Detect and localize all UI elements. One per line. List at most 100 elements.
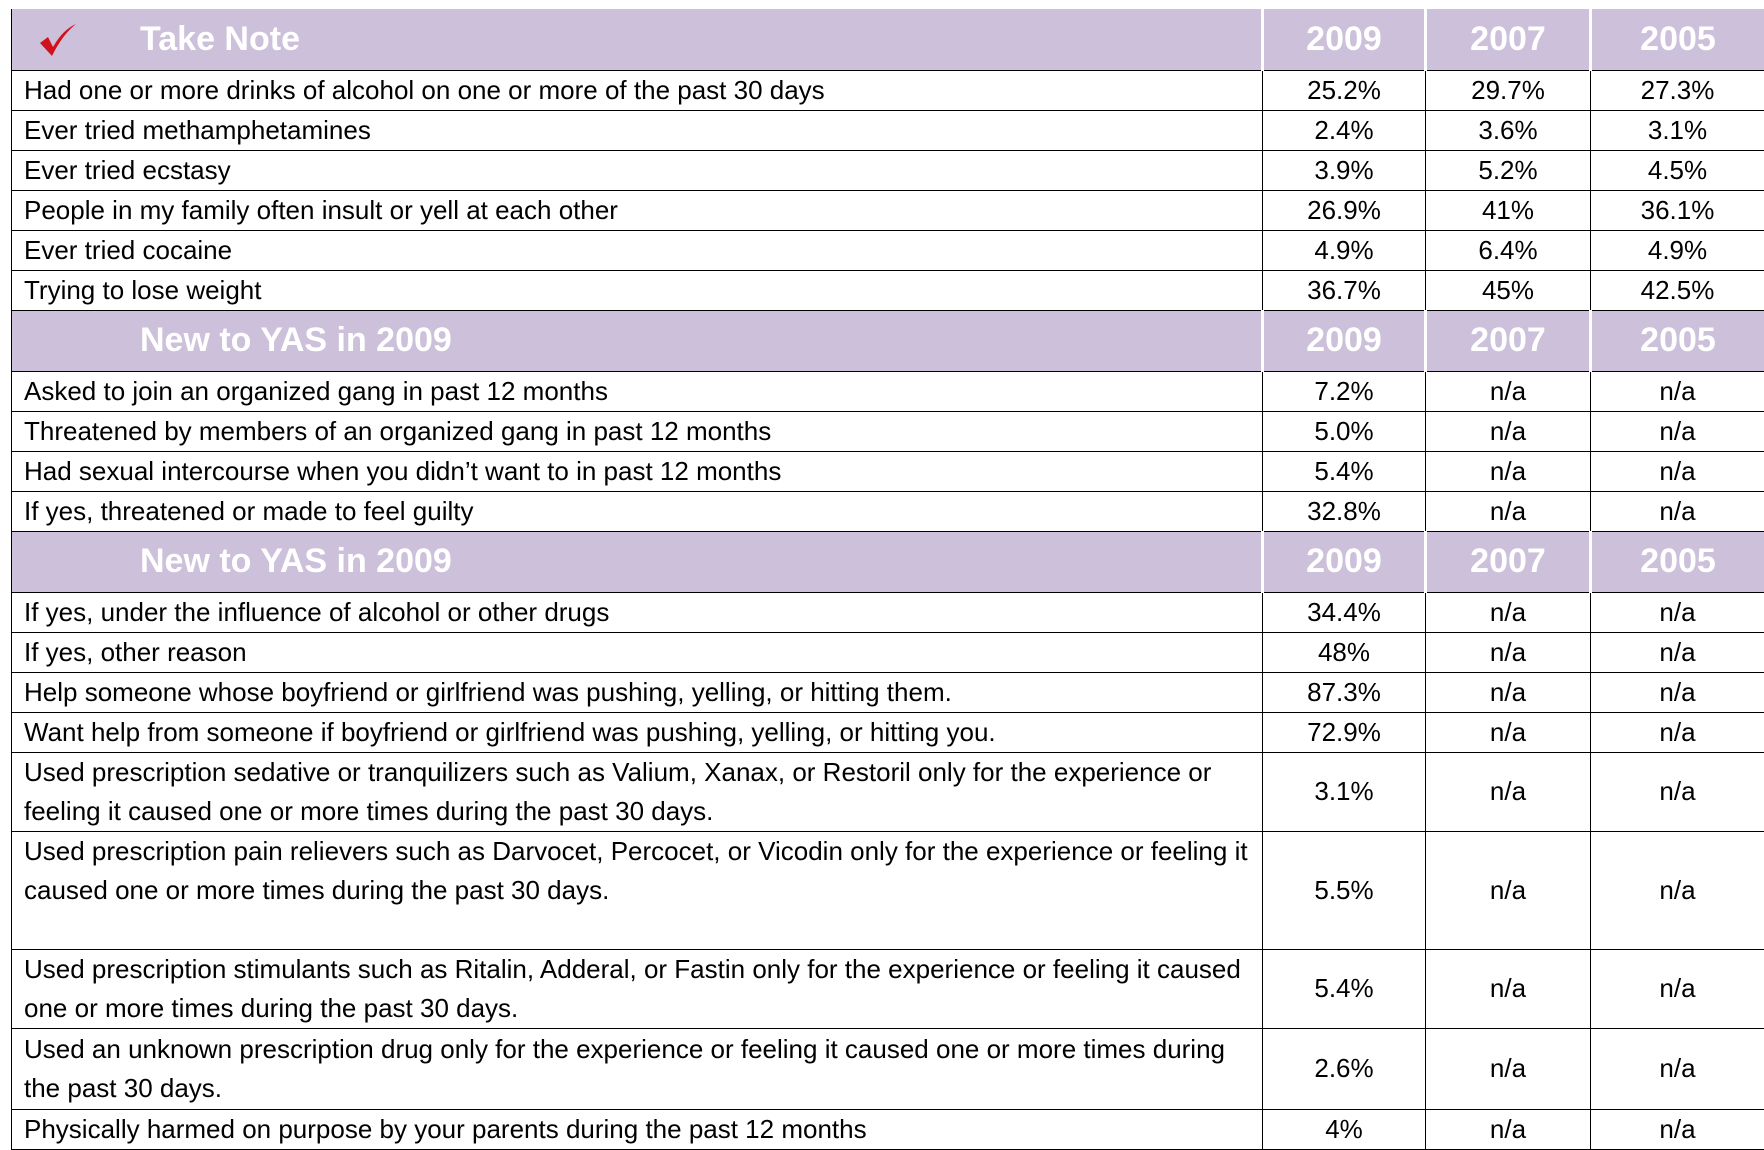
value-cell: 3.9% [1263, 150, 1426, 190]
value-cell: 4.9% [1591, 230, 1764, 270]
value-cell: 87.3% [1263, 672, 1426, 712]
year-header: 2007 [1426, 531, 1591, 592]
data-row: Physically harmed on purpose by your par… [12, 1109, 1764, 1149]
data-row: Used an unknown prescription drug only f… [12, 1028, 1764, 1109]
data-row: Had one or more drinks of alcohol on one… [12, 70, 1764, 110]
label-cell: Ever tried methamphetamines [12, 110, 1263, 150]
value-cell: n/a [1591, 632, 1764, 672]
label-cell: Want help from someone if boyfriend or g… [12, 712, 1263, 752]
year-header: 2005 [1591, 531, 1764, 592]
value-cell: 29.7% [1426, 70, 1591, 110]
value-cell: n/a [1591, 949, 1764, 1028]
label-cell: If yes, other reason [12, 632, 1263, 672]
value-cell: n/a [1591, 371, 1764, 411]
label-cell: If yes, under the influence of alcohol o… [12, 592, 1263, 632]
value-cell: 36.1% [1591, 190, 1764, 230]
value-cell: n/a [1426, 949, 1591, 1028]
value-cell: n/a [1426, 451, 1591, 491]
value-cell: 5.4% [1263, 949, 1426, 1028]
value-cell: 2.4% [1263, 110, 1426, 150]
label-cell: People in my family often insult or yell… [12, 190, 1263, 230]
label-cell: Help someone whose boyfriend or girlfrie… [12, 672, 1263, 712]
year-header: 2005 [1591, 9, 1764, 70]
label-cell: Used prescription stimulants such as Rit… [12, 949, 1263, 1028]
data-row: Want help from someone if boyfriend or g… [12, 712, 1764, 752]
section-title: New to YAS in 2009 [12, 310, 1263, 371]
value-cell: n/a [1426, 371, 1591, 411]
value-cell: n/a [1426, 592, 1591, 632]
value-cell: 5.0% [1263, 411, 1426, 451]
value-cell: 2.6% [1263, 1028, 1426, 1109]
value-cell: 3.6% [1426, 110, 1591, 150]
value-cell: n/a [1591, 752, 1764, 831]
value-cell: n/a [1426, 712, 1591, 752]
value-cell: 25.2% [1263, 70, 1426, 110]
value-cell: 5.5% [1263, 831, 1426, 949]
label-cell: Used prescription sedative or tranquiliz… [12, 752, 1263, 831]
value-cell: 72.9% [1263, 712, 1426, 752]
data-row: Threatened by members of an organized ga… [12, 411, 1764, 451]
label-cell: Had sexual intercourse when you didn’t w… [12, 451, 1263, 491]
value-cell: n/a [1591, 491, 1764, 531]
label-cell: Used prescription pain relievers such as… [12, 831, 1263, 949]
data-row: Used prescription stimulants such as Rit… [12, 949, 1764, 1028]
value-cell: 4.9% [1263, 230, 1426, 270]
value-cell: 3.1% [1591, 110, 1764, 150]
value-cell: 32.8% [1263, 491, 1426, 531]
value-cell: 27.3% [1591, 70, 1764, 110]
data-row: Used prescription sedative or tranquiliz… [12, 752, 1764, 831]
year-header: 2009 [1263, 9, 1426, 70]
value-cell: 6.4% [1426, 230, 1591, 270]
section-title: New to YAS in 2009 [12, 531, 1263, 592]
label-cell: Used an unknown prescription drug only f… [12, 1028, 1263, 1109]
value-cell: 41% [1426, 190, 1591, 230]
value-cell: n/a [1426, 752, 1591, 831]
section-title: Take Note [12, 9, 1263, 70]
value-cell: n/a [1426, 632, 1591, 672]
label-cell: Threatened by members of an organized ga… [12, 411, 1263, 451]
value-cell: 5.4% [1263, 451, 1426, 491]
value-cell: 36.7% [1263, 270, 1426, 310]
value-cell: n/a [1591, 592, 1764, 632]
value-cell: n/a [1591, 1028, 1764, 1109]
value-cell: 34.4% [1263, 592, 1426, 632]
value-cell: n/a [1591, 1109, 1764, 1149]
value-cell: 5.2% [1426, 150, 1591, 190]
value-cell: 42.5% [1591, 270, 1764, 310]
value-cell: 4% [1263, 1109, 1426, 1149]
label-cell: Asked to join an organized gang in past … [12, 371, 1263, 411]
value-cell: n/a [1426, 672, 1591, 712]
value-cell: n/a [1426, 491, 1591, 531]
value-cell: 48% [1263, 632, 1426, 672]
year-header: 2007 [1426, 9, 1591, 70]
value-cell: n/a [1591, 831, 1764, 949]
data-row: Used prescription pain relievers such as… [12, 831, 1764, 949]
value-cell: 26.9% [1263, 190, 1426, 230]
label-cell: Ever tried cocaine [12, 230, 1263, 270]
value-cell: n/a [1426, 831, 1591, 949]
value-cell: n/a [1591, 411, 1764, 451]
data-row: If yes, threatened or made to feel guilt… [12, 491, 1764, 531]
label-cell: Physically harmed on purpose by your par… [12, 1109, 1263, 1149]
year-header: 2005 [1591, 310, 1764, 371]
year-header: 2009 [1263, 310, 1426, 371]
value-cell: n/a [1426, 411, 1591, 451]
year-header: 2007 [1426, 310, 1591, 371]
data-row: Had sexual intercourse when you didn’t w… [12, 451, 1764, 491]
label-cell: If yes, threatened or made to feel guilt… [12, 491, 1263, 531]
check-icon [36, 23, 78, 57]
label-cell: Had one or more drinks of alcohol on one… [12, 70, 1263, 110]
data-row: If yes, under the influence of alcohol o… [12, 592, 1764, 632]
value-cell: 7.2% [1263, 371, 1426, 411]
value-cell: n/a [1426, 1109, 1591, 1149]
data-row: Asked to join an organized gang in past … [12, 371, 1764, 411]
value-cell: n/a [1591, 672, 1764, 712]
